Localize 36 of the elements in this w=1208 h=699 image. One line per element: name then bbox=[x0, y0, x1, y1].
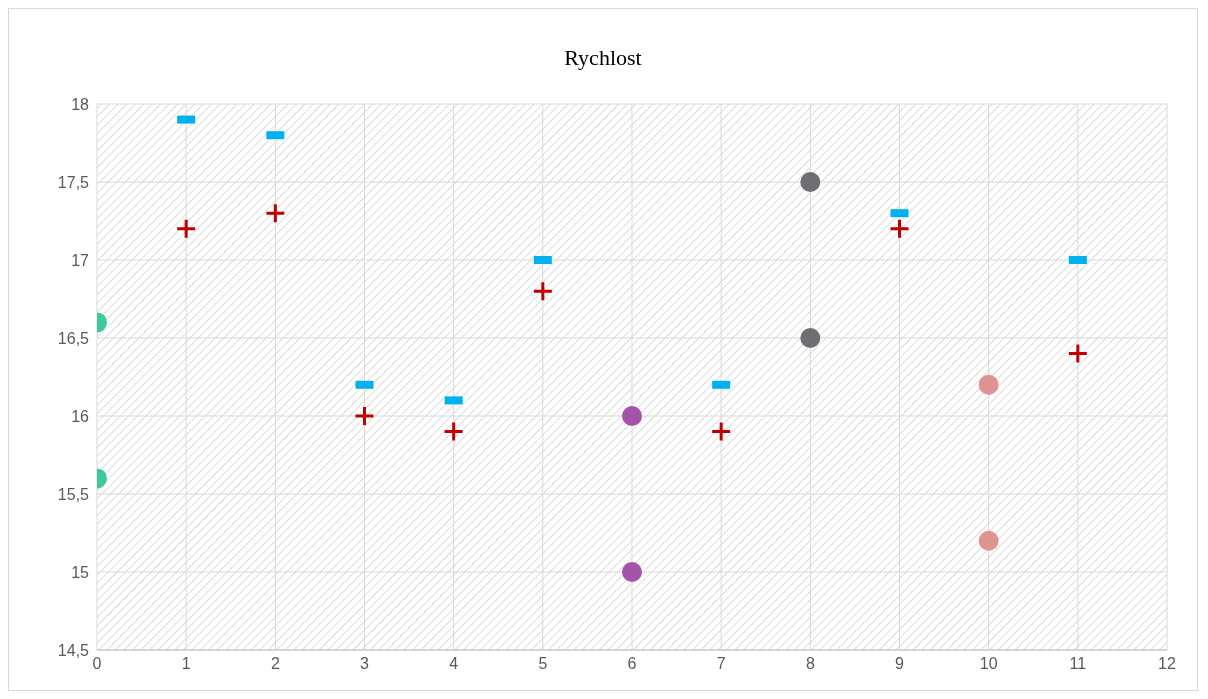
y-tick-label: 15,5 bbox=[57, 485, 90, 503]
point bbox=[532, 280, 554, 302]
chart-title: Rychlost bbox=[563, 45, 643, 71]
x-tick-label: 7 bbox=[716, 655, 726, 673]
y-tick-label: 17,5 bbox=[57, 173, 90, 191]
point bbox=[800, 328, 821, 348]
x-tick-label: 1 bbox=[181, 655, 191, 673]
x-tick-label: 12 bbox=[1158, 655, 1176, 673]
point bbox=[889, 218, 910, 240]
point bbox=[1067, 343, 1089, 365]
x-tick-label: 9 bbox=[895, 655, 905, 673]
x-tick-label: 5 bbox=[538, 655, 548, 673]
point bbox=[622, 406, 642, 426]
y-tick-label: 16 bbox=[71, 407, 90, 425]
x-tick-label: 0 bbox=[92, 655, 102, 673]
x-tick-label: 2 bbox=[270, 655, 280, 673]
x-tick-label: 11 bbox=[1069, 655, 1087, 673]
point bbox=[175, 218, 197, 240]
x-tick-label: 6 bbox=[627, 655, 637, 673]
point bbox=[800, 172, 821, 192]
point bbox=[978, 530, 999, 551]
x-tick-label: 8 bbox=[805, 655, 815, 673]
point bbox=[710, 421, 732, 443]
point bbox=[264, 202, 286, 224]
x-tick-label: 4 bbox=[449, 655, 459, 673]
y-tick-label: 18 bbox=[71, 95, 90, 113]
y-tick-label: 14,5 bbox=[57, 641, 90, 659]
point bbox=[354, 405, 375, 427]
point bbox=[443, 421, 465, 443]
y-tick-label: 15 bbox=[71, 563, 90, 581]
x-tick-label: 10 bbox=[979, 655, 998, 673]
point bbox=[978, 374, 999, 395]
y-tick-label: 16,5 bbox=[57, 329, 90, 347]
y-tick-label: 17 bbox=[71, 251, 90, 269]
point bbox=[622, 562, 642, 582]
x-tick-label: 3 bbox=[360, 655, 370, 673]
